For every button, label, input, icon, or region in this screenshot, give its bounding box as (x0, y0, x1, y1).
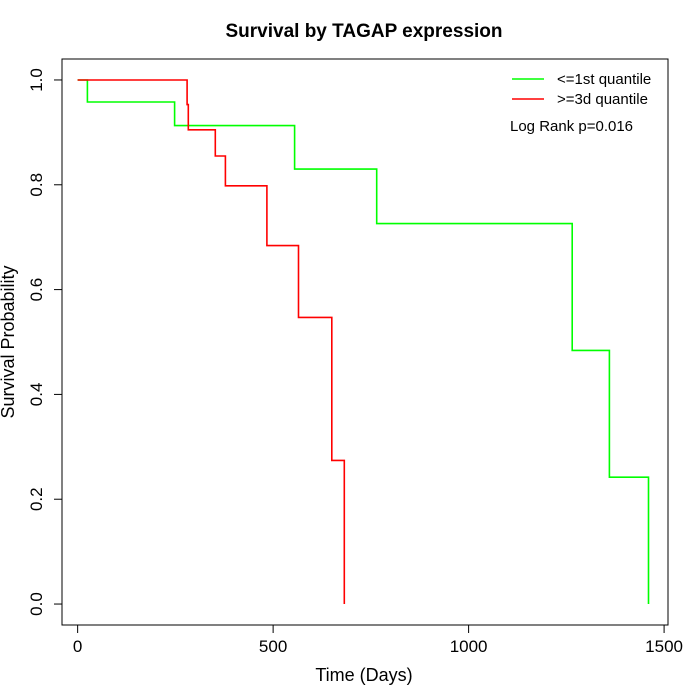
survival-curves (77, 79, 650, 604)
y-tick-label: 0.8 (27, 173, 46, 197)
y-tick-label: 0.6 (27, 278, 46, 302)
chart-title: Survival by TAGAP expression (225, 21, 502, 42)
x-tick-label: 0 (73, 637, 82, 656)
y-axis: 0.0 0.2 0.4 0.6 0.8 1.0 (27, 68, 63, 616)
x-tick-label: 1500 (645, 637, 683, 656)
y-tick-label: 1.0 (27, 68, 46, 92)
x-tick-label: 1000 (450, 637, 488, 656)
legend: <=1st quantile >=3d quantile (512, 71, 651, 108)
x-tick-label: 500 (259, 637, 287, 656)
survival-curve-2 (77, 79, 346, 604)
legend-label: <=1st quantile (557, 71, 651, 88)
x-axis: 0 500 1000 1500 (73, 624, 683, 656)
y-tick-label: 0.4 (27, 383, 46, 407)
x-axis-label: Time (Days) (315, 665, 412, 685)
survival-curve-1 (77, 79, 650, 604)
legend-label: >=3d quantile (557, 91, 648, 108)
y-tick-label: 0.0 (27, 592, 46, 616)
plot-frame (61, 58, 669, 626)
y-axis-label: Survival Probability (0, 265, 18, 418)
log-rank-annotation: Log Rank p=0.016 (510, 118, 633, 135)
y-tick-label: 0.2 (27, 487, 46, 511)
